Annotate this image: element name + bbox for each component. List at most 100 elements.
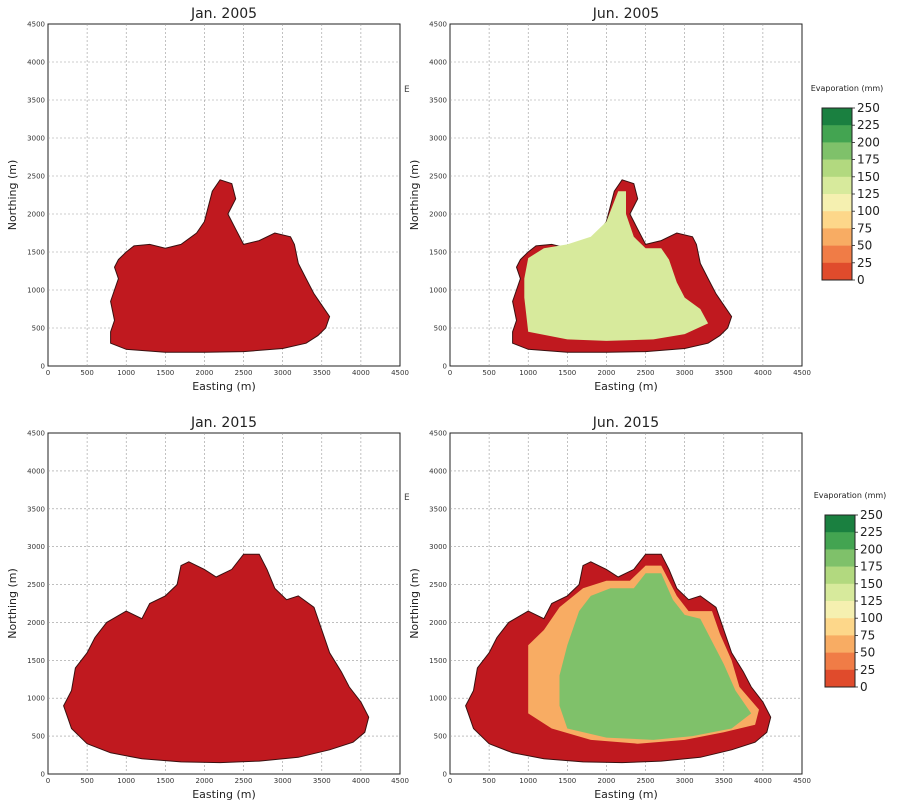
colorbar-title: Evaporation (mm) bbox=[814, 491, 887, 500]
colorbar-swatch bbox=[825, 601, 855, 619]
colorbar-swatch bbox=[822, 211, 852, 229]
y-tick-label: 2500 bbox=[429, 581, 447, 589]
y-axis-label: Northing (m) bbox=[6, 160, 19, 231]
y-tick-label: 3500 bbox=[27, 505, 45, 513]
colorbar-swatch bbox=[822, 125, 852, 143]
x-tick-label: 2000 bbox=[598, 777, 616, 785]
y-tick-label: 4500 bbox=[27, 430, 45, 438]
panel-3: 0 500 1000 1500 2000 2500 3000 3500 4000 4500 0 500… bbox=[6, 415, 409, 801]
y-tick-label: 3000 bbox=[429, 135, 447, 143]
panel-title: Jan. 2005 bbox=[190, 6, 257, 22]
x-tick-label: 1500 bbox=[156, 369, 174, 377]
colorbar-swatch bbox=[822, 159, 852, 178]
colorbar: 2502252001751501251007550250Evaporation … bbox=[811, 84, 884, 287]
colorbar-tick-label: 75 bbox=[860, 628, 875, 642]
colorbar-swatch bbox=[825, 583, 855, 602]
panel-1: 0 500 1000 1500 2000 2500 3000 3500 4000 4500 0 500… bbox=[6, 6, 409, 393]
x-tick-label: 2000 bbox=[598, 369, 616, 377]
x-tick-label: 3000 bbox=[274, 369, 292, 377]
x-tick-label: 500 bbox=[482, 777, 495, 785]
x-tick-label: 2500 bbox=[637, 369, 655, 377]
y-tick-label: 0 bbox=[41, 771, 45, 779]
x-tick-label: 0 bbox=[448, 369, 452, 377]
y-axis-label: Northing (m) bbox=[408, 568, 421, 639]
colorbar-tick-label: 50 bbox=[860, 646, 875, 660]
x-tick-label: 3000 bbox=[676, 777, 694, 785]
x-tick-label: 1500 bbox=[558, 369, 576, 377]
colorbar-tick-label: 25 bbox=[857, 256, 872, 270]
colorbar-swatch bbox=[822, 245, 852, 264]
y-tick-label: 0 bbox=[443, 363, 447, 371]
y-tick-label: 2500 bbox=[27, 173, 45, 181]
y-tick-label: 1000 bbox=[429, 695, 447, 703]
y-tick-label: 4000 bbox=[429, 467, 447, 475]
colorbar-tick-label: 50 bbox=[857, 239, 872, 253]
colorbar-tick-label: 100 bbox=[857, 204, 880, 218]
y-tick-label: 3000 bbox=[429, 543, 447, 551]
colorbar-swatch bbox=[822, 194, 852, 212]
y-tick-label: 1500 bbox=[27, 249, 45, 257]
colorbar-tick-label: 100 bbox=[860, 611, 883, 625]
x-tick-label: 4500 bbox=[793, 777, 811, 785]
y-tick-label: 500 bbox=[32, 325, 45, 333]
x-tick-label: 500 bbox=[482, 369, 495, 377]
y-tick-label: 4000 bbox=[429, 59, 447, 67]
panel-2: 0 500 1000 1500 2000 2500 3000 3500 4000 45000500… bbox=[408, 6, 883, 393]
colorbar-title: Evaporation (mm) bbox=[811, 84, 884, 93]
y-tick-label: 2500 bbox=[27, 581, 45, 589]
colorbar-tick-label: 0 bbox=[860, 680, 868, 694]
colorbar-tick-label: 25 bbox=[860, 663, 875, 677]
colorbar-tick-label: 75 bbox=[857, 221, 872, 235]
x-tick-label: 4000 bbox=[352, 369, 370, 377]
panel-title: Jun. 2005 bbox=[592, 6, 659, 22]
y-tick-label: 3000 bbox=[27, 135, 45, 143]
x-tick-label: 3500 bbox=[313, 777, 331, 785]
x-tick-label: 0 bbox=[46, 369, 50, 377]
colorbar-tick-label: 225 bbox=[857, 118, 880, 132]
evaporation-region bbox=[559, 573, 752, 740]
x-axis-label: Easting (m) bbox=[594, 788, 658, 801]
x-tick-label: 3500 bbox=[715, 777, 733, 785]
colorbar-swatch bbox=[825, 566, 855, 585]
x-axis-label: Easting (m) bbox=[192, 380, 256, 393]
x-tick-label: 4000 bbox=[352, 777, 370, 785]
x-tick-label: 4500 bbox=[793, 369, 811, 377]
panel-title: Jun. 2015 bbox=[592, 415, 659, 431]
y-tick-label: 4000 bbox=[27, 59, 45, 67]
colorbar-swatch bbox=[825, 652, 855, 671]
colorbar-swatch bbox=[825, 515, 855, 533]
panel-title: Jan. 2015 bbox=[190, 415, 257, 431]
colorbar-swatch bbox=[825, 532, 855, 550]
y-tick-label: 500 bbox=[434, 733, 447, 741]
colorbar-swatch bbox=[822, 228, 852, 246]
x-tick-label: 4500 bbox=[391, 369, 409, 377]
y-tick-label: 3500 bbox=[429, 97, 447, 105]
x-tick-label: 2500 bbox=[637, 777, 655, 785]
x-axis-label: Easting (m) bbox=[192, 788, 256, 801]
colorbar-tick-label: 175 bbox=[860, 560, 883, 574]
y-tick-label: 4000 bbox=[27, 467, 45, 475]
x-tick-label: 3000 bbox=[274, 777, 292, 785]
colorbar-tick-label: 200 bbox=[860, 542, 883, 556]
evaporation-region bbox=[524, 191, 709, 341]
x-tick-label: 2000 bbox=[196, 369, 214, 377]
y-tick-label: 4500 bbox=[27, 21, 45, 29]
panel-4: 0 500 1000 1500 2000 2500 3000 3500 4000 45000500… bbox=[408, 415, 886, 801]
y-axis-label: Northing (m) bbox=[408, 160, 421, 231]
y-tick-label: 3500 bbox=[27, 97, 45, 105]
x-axis-label: Easting (m) bbox=[594, 380, 658, 393]
x-tick-label: 2500 bbox=[235, 369, 253, 377]
evaporation-region bbox=[63, 553, 370, 764]
y-tick-label: 500 bbox=[32, 733, 45, 741]
colorbar-tick-label: 225 bbox=[860, 525, 883, 539]
colorbar-swatch bbox=[822, 142, 852, 160]
x-tick-label: 4500 bbox=[391, 777, 409, 785]
x-tick-label: 0 bbox=[46, 777, 50, 785]
y-tick-label: 3000 bbox=[27, 543, 45, 551]
colorbar: 2502252001751501251007550250Evaporation … bbox=[814, 491, 887, 694]
colorbar-tick-label: 0 bbox=[857, 273, 865, 287]
colorbar-swatch bbox=[825, 549, 855, 567]
colorbar-tick-label: 250 bbox=[857, 101, 880, 115]
y-tick-label: 4500 bbox=[429, 21, 447, 29]
